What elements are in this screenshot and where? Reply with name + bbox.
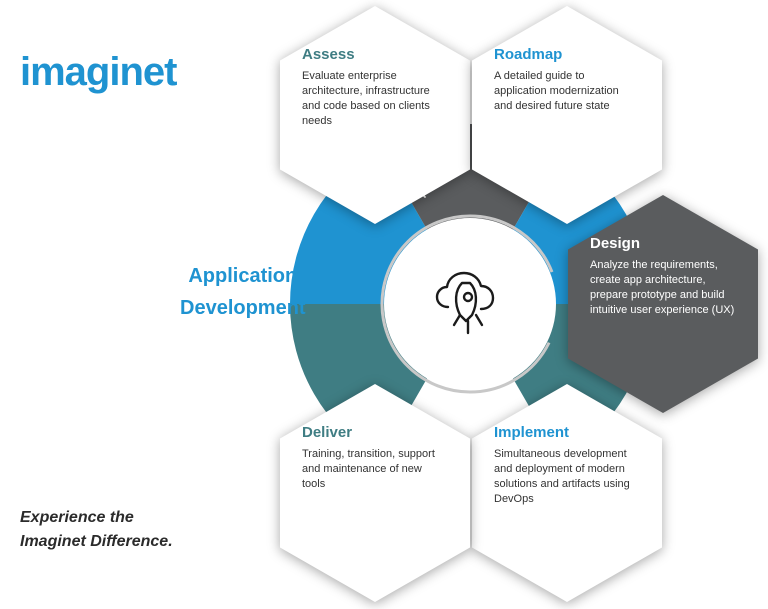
brand-name: imaginet	[20, 50, 176, 94]
hex-body-assess: Evaluate enterprise architecture, infras…	[302, 69, 448, 128]
hex-body-design: Analyze the requirements, create app arc…	[590, 258, 736, 317]
center-title-line-2: Development	[180, 297, 306, 319]
center-title-line-1: Application	[188, 265, 297, 287]
hex-roadmap: Roadmap A detailed guide to application m…	[472, 6, 662, 224]
hex-deliver: Deliver Training, transition, support and…	[280, 384, 470, 602]
hex-title-design: Design	[590, 235, 736, 252]
hex-design: Design Analyze the requirements, create a…	[568, 195, 758, 413]
hex-title-deliver: Deliver	[302, 424, 448, 441]
hex-assess: Assess Evaluate enterprise architecture, …	[280, 6, 470, 224]
process-diagram: Application Development Assess Evaluate e…	[170, 0, 768, 609]
hex-body-roadmap: A detailed guide to application moderniz…	[494, 69, 640, 114]
tagline-line-2: Imaginet Difference.	[20, 533, 173, 550]
brand-tagline: Experience the Imaginet Difference.	[20, 506, 173, 554]
hex-body-deliver: Training, transition, support and mainte…	[302, 447, 448, 492]
hex-title-assess: Assess	[302, 46, 448, 63]
hex-title-roadmap: Roadmap	[494, 46, 640, 63]
rocket-cloud-icon	[430, 265, 510, 345]
hex-body-implement: Simultaneous development and deployment …	[494, 447, 640, 506]
hex-title-implement: Implement	[494, 424, 640, 441]
hex-implement: Implement Simultaneous development and de…	[472, 384, 662, 602]
brand-logo: imaginet	[20, 50, 176, 95]
tagline-line-1: Experience the	[20, 509, 134, 526]
center-title: Application Development	[180, 260, 306, 324]
center-circle	[395, 230, 545, 380]
